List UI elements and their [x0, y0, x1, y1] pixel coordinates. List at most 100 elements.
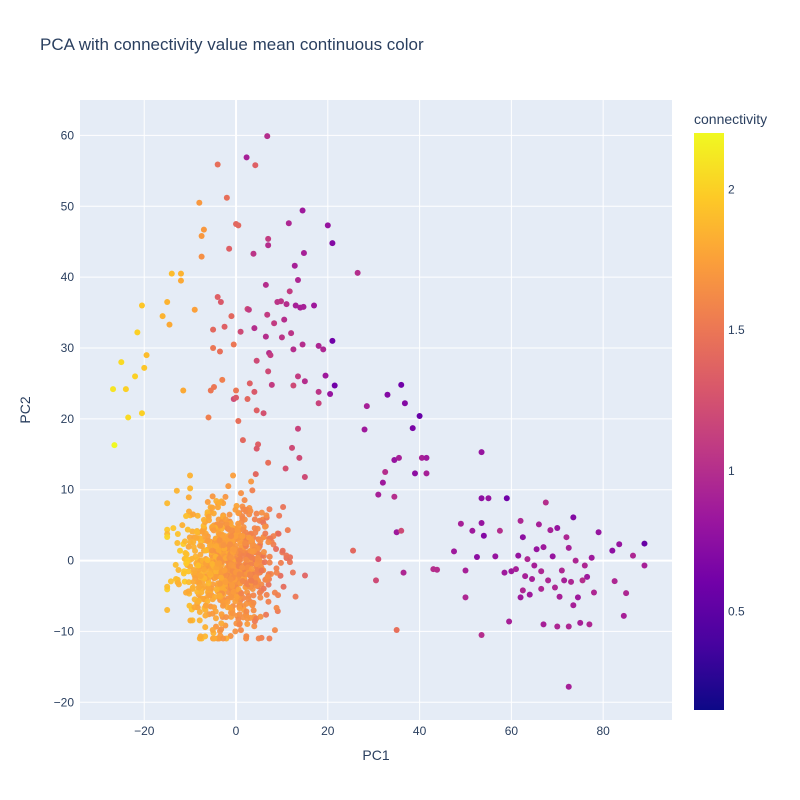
grid-lines: [80, 100, 672, 720]
data-point: [183, 513, 190, 520]
data-point: [222, 493, 229, 500]
data-point: [300, 250, 307, 257]
data-point: [184, 526, 191, 533]
data-point: [236, 621, 243, 628]
data-point: [219, 376, 226, 383]
data-point: [248, 565, 255, 572]
data-point: [198, 589, 205, 596]
data-point: [206, 542, 213, 549]
data-point: [204, 499, 211, 506]
x-axis-label: PC1: [362, 747, 389, 763]
data-point: [236, 556, 243, 563]
data-point: [204, 557, 211, 564]
data-point: [218, 611, 225, 618]
data-point: [217, 580, 224, 587]
data-point: [409, 425, 416, 432]
data-point: [164, 533, 171, 540]
data-point: [248, 478, 255, 485]
data-point: [558, 567, 565, 574]
data-point: [412, 470, 419, 477]
data-point: [263, 591, 270, 598]
data-point: [457, 520, 464, 527]
data-point: [251, 516, 258, 523]
data-point: [226, 245, 233, 252]
x-tick-label: −20: [134, 724, 155, 738]
data-point: [361, 426, 368, 433]
data-point: [216, 592, 223, 599]
data-point: [228, 313, 235, 320]
data-point: [175, 581, 182, 588]
data-point: [220, 542, 227, 549]
data-point: [191, 306, 198, 313]
data-point: [217, 522, 224, 529]
data-point: [503, 495, 510, 502]
data-point: [122, 386, 129, 393]
y-tick-label: 50: [61, 199, 75, 213]
data-point: [221, 567, 228, 574]
data-point: [211, 383, 218, 390]
data-point: [512, 566, 519, 573]
data-point: [294, 373, 301, 380]
y-tick-label: 30: [61, 341, 75, 355]
data-point: [223, 194, 230, 201]
data-point: [132, 373, 139, 380]
data-point: [261, 559, 268, 566]
data-point: [164, 583, 171, 590]
data-point: [469, 527, 476, 534]
data-point: [289, 569, 296, 576]
data-point: [256, 557, 263, 564]
data-point: [570, 514, 577, 521]
data-point: [629, 552, 636, 559]
data-point: [216, 555, 223, 562]
data-point: [214, 293, 221, 300]
x-axis-ticks: −20 0 20 40 60 80: [134, 724, 610, 738]
data-point: [292, 593, 299, 600]
data-point: [280, 583, 287, 590]
data-point: [164, 298, 171, 305]
x-tick-label: 0: [233, 724, 240, 738]
data-point: [187, 617, 194, 624]
y-tick-label: −10: [54, 624, 75, 638]
data-point: [363, 403, 370, 410]
data-point: [301, 473, 308, 480]
data-point: [230, 472, 237, 479]
data-point: [267, 352, 274, 359]
data-point: [238, 590, 245, 597]
data-point: [294, 425, 301, 432]
data-point: [229, 610, 236, 617]
data-point: [138, 302, 145, 309]
data-point: [138, 410, 145, 417]
data-point: [243, 600, 250, 607]
data-point: [568, 578, 575, 585]
data-point: [262, 281, 269, 288]
data-point: [200, 226, 207, 233]
data-point: [190, 511, 197, 518]
data-point: [299, 341, 306, 348]
data-point: [210, 510, 217, 517]
data-point: [213, 586, 220, 593]
data-point: [556, 593, 563, 600]
data-point: [401, 400, 408, 407]
data-point: [581, 562, 588, 569]
data-point: [143, 352, 150, 359]
data-point: [478, 495, 485, 502]
data-point: [258, 509, 265, 516]
data-point: [480, 532, 487, 539]
data-point: [170, 525, 177, 532]
data-point: [540, 544, 547, 551]
data-point: [416, 413, 423, 420]
colorbar-tick-label: 1: [728, 464, 735, 478]
data-point: [249, 554, 256, 561]
data-point: [218, 626, 225, 633]
data-point: [350, 547, 357, 554]
data-point: [233, 387, 240, 394]
data-point: [209, 493, 216, 500]
data-point: [134, 329, 141, 336]
data-point: [519, 587, 526, 594]
data-point: [265, 242, 272, 249]
data-point: [249, 548, 256, 555]
data-point: [260, 410, 267, 417]
data-point: [187, 472, 194, 479]
data-point: [565, 623, 572, 630]
